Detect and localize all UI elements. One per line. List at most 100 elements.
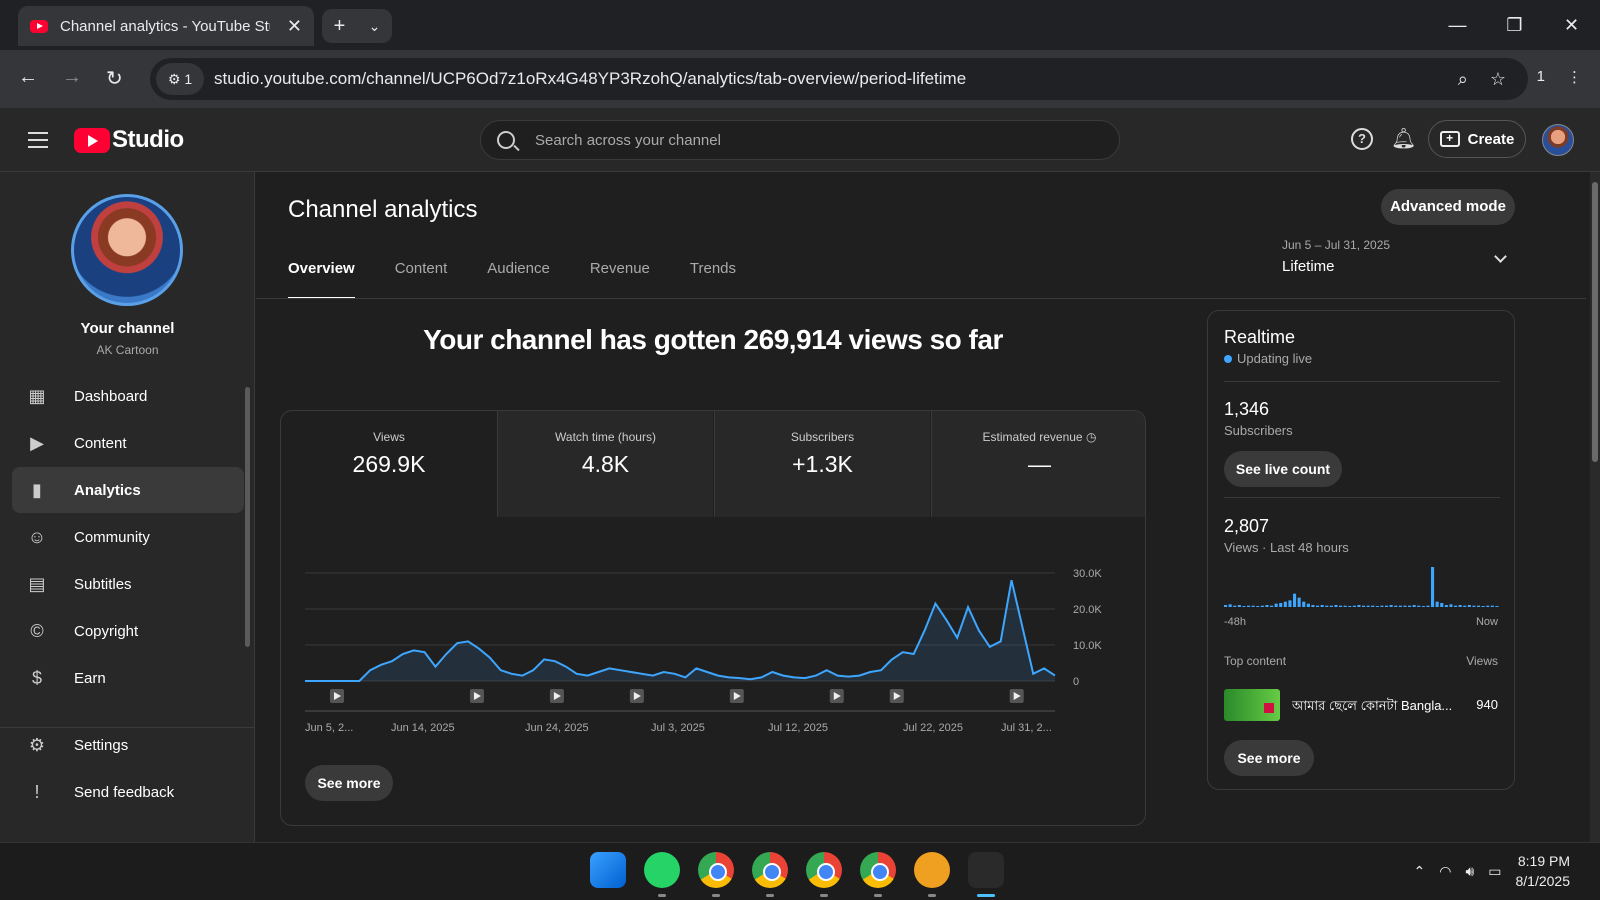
realtime-bar[interactable] — [1237, 605, 1241, 607]
realtime-bar[interactable] — [1490, 605, 1494, 607]
tab-content[interactable]: Content — [394, 260, 448, 277]
realtime-bar[interactable] — [1440, 603, 1444, 607]
clock[interactable]: 8:19 PM 8/1/2025 — [1516, 851, 1571, 891]
tray-chevron-up-icon[interactable]: ⌃ — [1413, 862, 1426, 879]
sidebar-item-analytics[interactable]: ▮ Analytics — [12, 467, 244, 513]
realtime-bar[interactable] — [1228, 604, 1232, 607]
realtime-bar[interactable] — [1362, 605, 1366, 607]
realtime-bar[interactable] — [1458, 605, 1462, 607]
search-icon[interactable] — [497, 131, 515, 149]
create-button[interactable]: + Create — [1428, 120, 1526, 158]
channel-avatar[interactable] — [71, 194, 183, 306]
battery-icon[interactable]: ▭ — [1488, 862, 1502, 879]
realtime-bar[interactable] — [1463, 605, 1467, 607]
realtime-bar[interactable] — [1265, 605, 1269, 607]
new-tab-icon[interactable]: + — [333, 14, 346, 37]
realtime-bar[interactable] — [1325, 605, 1329, 607]
search-input[interactable] — [535, 131, 1095, 149]
tab-overview[interactable]: Overview — [288, 260, 355, 299]
realtime-bar[interactable] — [1435, 601, 1439, 607]
url-text[interactable]: studio.youtube.com/channel/UCP6Od7z1oRx4… — [214, 69, 967, 88]
realtime-bar[interactable] — [1279, 603, 1283, 607]
realtime-bar[interactable] — [1320, 605, 1324, 607]
realtime-bar[interactable] — [1486, 605, 1490, 607]
realtime-bar[interactable] — [1371, 605, 1375, 607]
realtime-bar[interactable] — [1224, 605, 1228, 607]
realtime-bar[interactable] — [1274, 603, 1278, 607]
browser-tab[interactable]: Channel analytics - YouTube Studio ✕ — [18, 6, 314, 46]
realtime-bar[interactable] — [1477, 605, 1481, 607]
help-icon[interactable]: ? — [1351, 128, 1373, 150]
realtime-bar[interactable] — [1495, 606, 1499, 607]
advanced-mode-button[interactable]: Advanced mode — [1381, 189, 1515, 225]
see-live-count-button[interactable]: See live count — [1224, 451, 1342, 487]
realtime-bar[interactable] — [1426, 605, 1430, 607]
realtime-bar[interactable] — [1343, 605, 1347, 607]
realtime-bar[interactable] — [1348, 606, 1352, 607]
realtime-bar[interactable] — [1233, 605, 1237, 607]
realtime-bar[interactable] — [1454, 605, 1458, 607]
tab-audience[interactable]: Audience — [487, 260, 550, 277]
realtime-bar[interactable] — [1417, 605, 1421, 607]
sidebar-item-subtitles[interactable]: ▤ Subtitles — [12, 561, 244, 607]
chrome-profile-4-icon[interactable] — [860, 852, 896, 897]
realtime-bar[interactable] — [1260, 605, 1264, 607]
sidebar-item-content[interactable]: ▶ Content — [12, 420, 244, 466]
browser-menu-icon[interactable]: ⋮ — [1567, 69, 1582, 86]
sidebar-item-settings[interactable]: ⚙ Settings — [12, 722, 244, 768]
zoom-icon[interactable]: ⌕ — [1457, 68, 1468, 89]
scrollbar-thumb[interactable] — [1592, 182, 1598, 462]
chrome-profile-2-icon[interactable] — [752, 852, 788, 897]
realtime-bar[interactable] — [1357, 605, 1361, 607]
realtime-bar[interactable] — [1297, 597, 1301, 607]
realtime-bar[interactable] — [1421, 606, 1425, 607]
realtime-bar[interactable] — [1431, 567, 1435, 607]
notifications-bell-icon[interactable]: 🔔︎ — [1391, 128, 1417, 150]
realtime-bar[interactable] — [1385, 605, 1389, 607]
date-range-picker[interactable]: Jun 5 – Jul 31, 2025 Lifetime — [1282, 238, 1507, 275]
realtime-bar[interactable] — [1412, 605, 1416, 607]
realtime-bar[interactable] — [1329, 605, 1333, 607]
realtime-bar[interactable] — [1352, 605, 1356, 607]
realtime-bar[interactable] — [1467, 605, 1471, 607]
chrome-profile-3-icon[interactable] — [806, 852, 842, 897]
realtime-bar[interactable] — [1306, 603, 1310, 607]
app-x-icon[interactable] — [914, 852, 950, 897]
realtime-see-more-button[interactable]: See more — [1224, 740, 1314, 776]
sidebar-item-community[interactable]: ☺ Community — [12, 514, 244, 560]
sidebar-item-earn[interactable]: $ Earn — [12, 655, 244, 701]
sidebar-item-copyright[interactable]: © Copyright — [12, 608, 244, 654]
realtime-bar[interactable] — [1481, 606, 1485, 607]
realtime-bar-chart[interactable] — [1224, 563, 1504, 609]
metric-watch-time[interactable]: Watch time (hours) 4.8K — [497, 411, 713, 517]
realtime-bar[interactable] — [1293, 593, 1297, 607]
site-info-button[interactable]: ⚙ 1 — [156, 63, 204, 95]
views-chart[interactable]: 30.0K 20.0K 10.0K 0 Jun 5, 2... Jun 14, 2025 J… — [281, 551, 1146, 801]
realtime-bar[interactable] — [1408, 605, 1412, 607]
realtime-bar[interactable] — [1311, 605, 1315, 607]
back-icon[interactable]: ← — [18, 66, 38, 88]
realtime-bar[interactable] — [1242, 606, 1246, 607]
video-thumbnail[interactable] — [1224, 689, 1280, 721]
sidebar-item-feedback[interactable]: ! Send feedback — [12, 769, 244, 815]
tab-trends[interactable]: Trends — [689, 260, 737, 277]
top-video-title[interactable]: আমার ছেলে কোনটা Bangla... — [1292, 698, 1453, 713]
realtime-bar[interactable] — [1339, 605, 1343, 607]
metric-estimated-revenue[interactable]: Estimated revenue ◷ — — [931, 411, 1145, 517]
wifi-icon[interactable]: ◠ — [1439, 862, 1452, 879]
whatsapp-icon[interactable] — [644, 852, 680, 897]
metric-views[interactable]: Views 269.9K — [281, 411, 497, 517]
tab-search-chevron-icon[interactable]: ⌄ — [368, 17, 381, 34]
close-tab-icon[interactable]: ✕ — [286, 15, 302, 36]
realtime-bar[interactable] — [1394, 605, 1398, 607]
bookmark-star-icon[interactable]: ☆ — [1489, 68, 1506, 89]
realtime-bar[interactable] — [1283, 601, 1287, 607]
restore-icon[interactable]: ❐ — [1506, 15, 1523, 35]
realtime-bar[interactable] — [1334, 605, 1338, 607]
realtime-bar[interactable] — [1270, 605, 1274, 607]
realtime-bar[interactable] — [1449, 604, 1453, 607]
sidebar-scrollbar[interactable] — [245, 387, 250, 647]
extension-count[interactable]: 1 — [1536, 68, 1545, 85]
page-scrollbar[interactable] — [1590, 172, 1600, 842]
close-window-icon[interactable]: ✕ — [1563, 15, 1580, 35]
